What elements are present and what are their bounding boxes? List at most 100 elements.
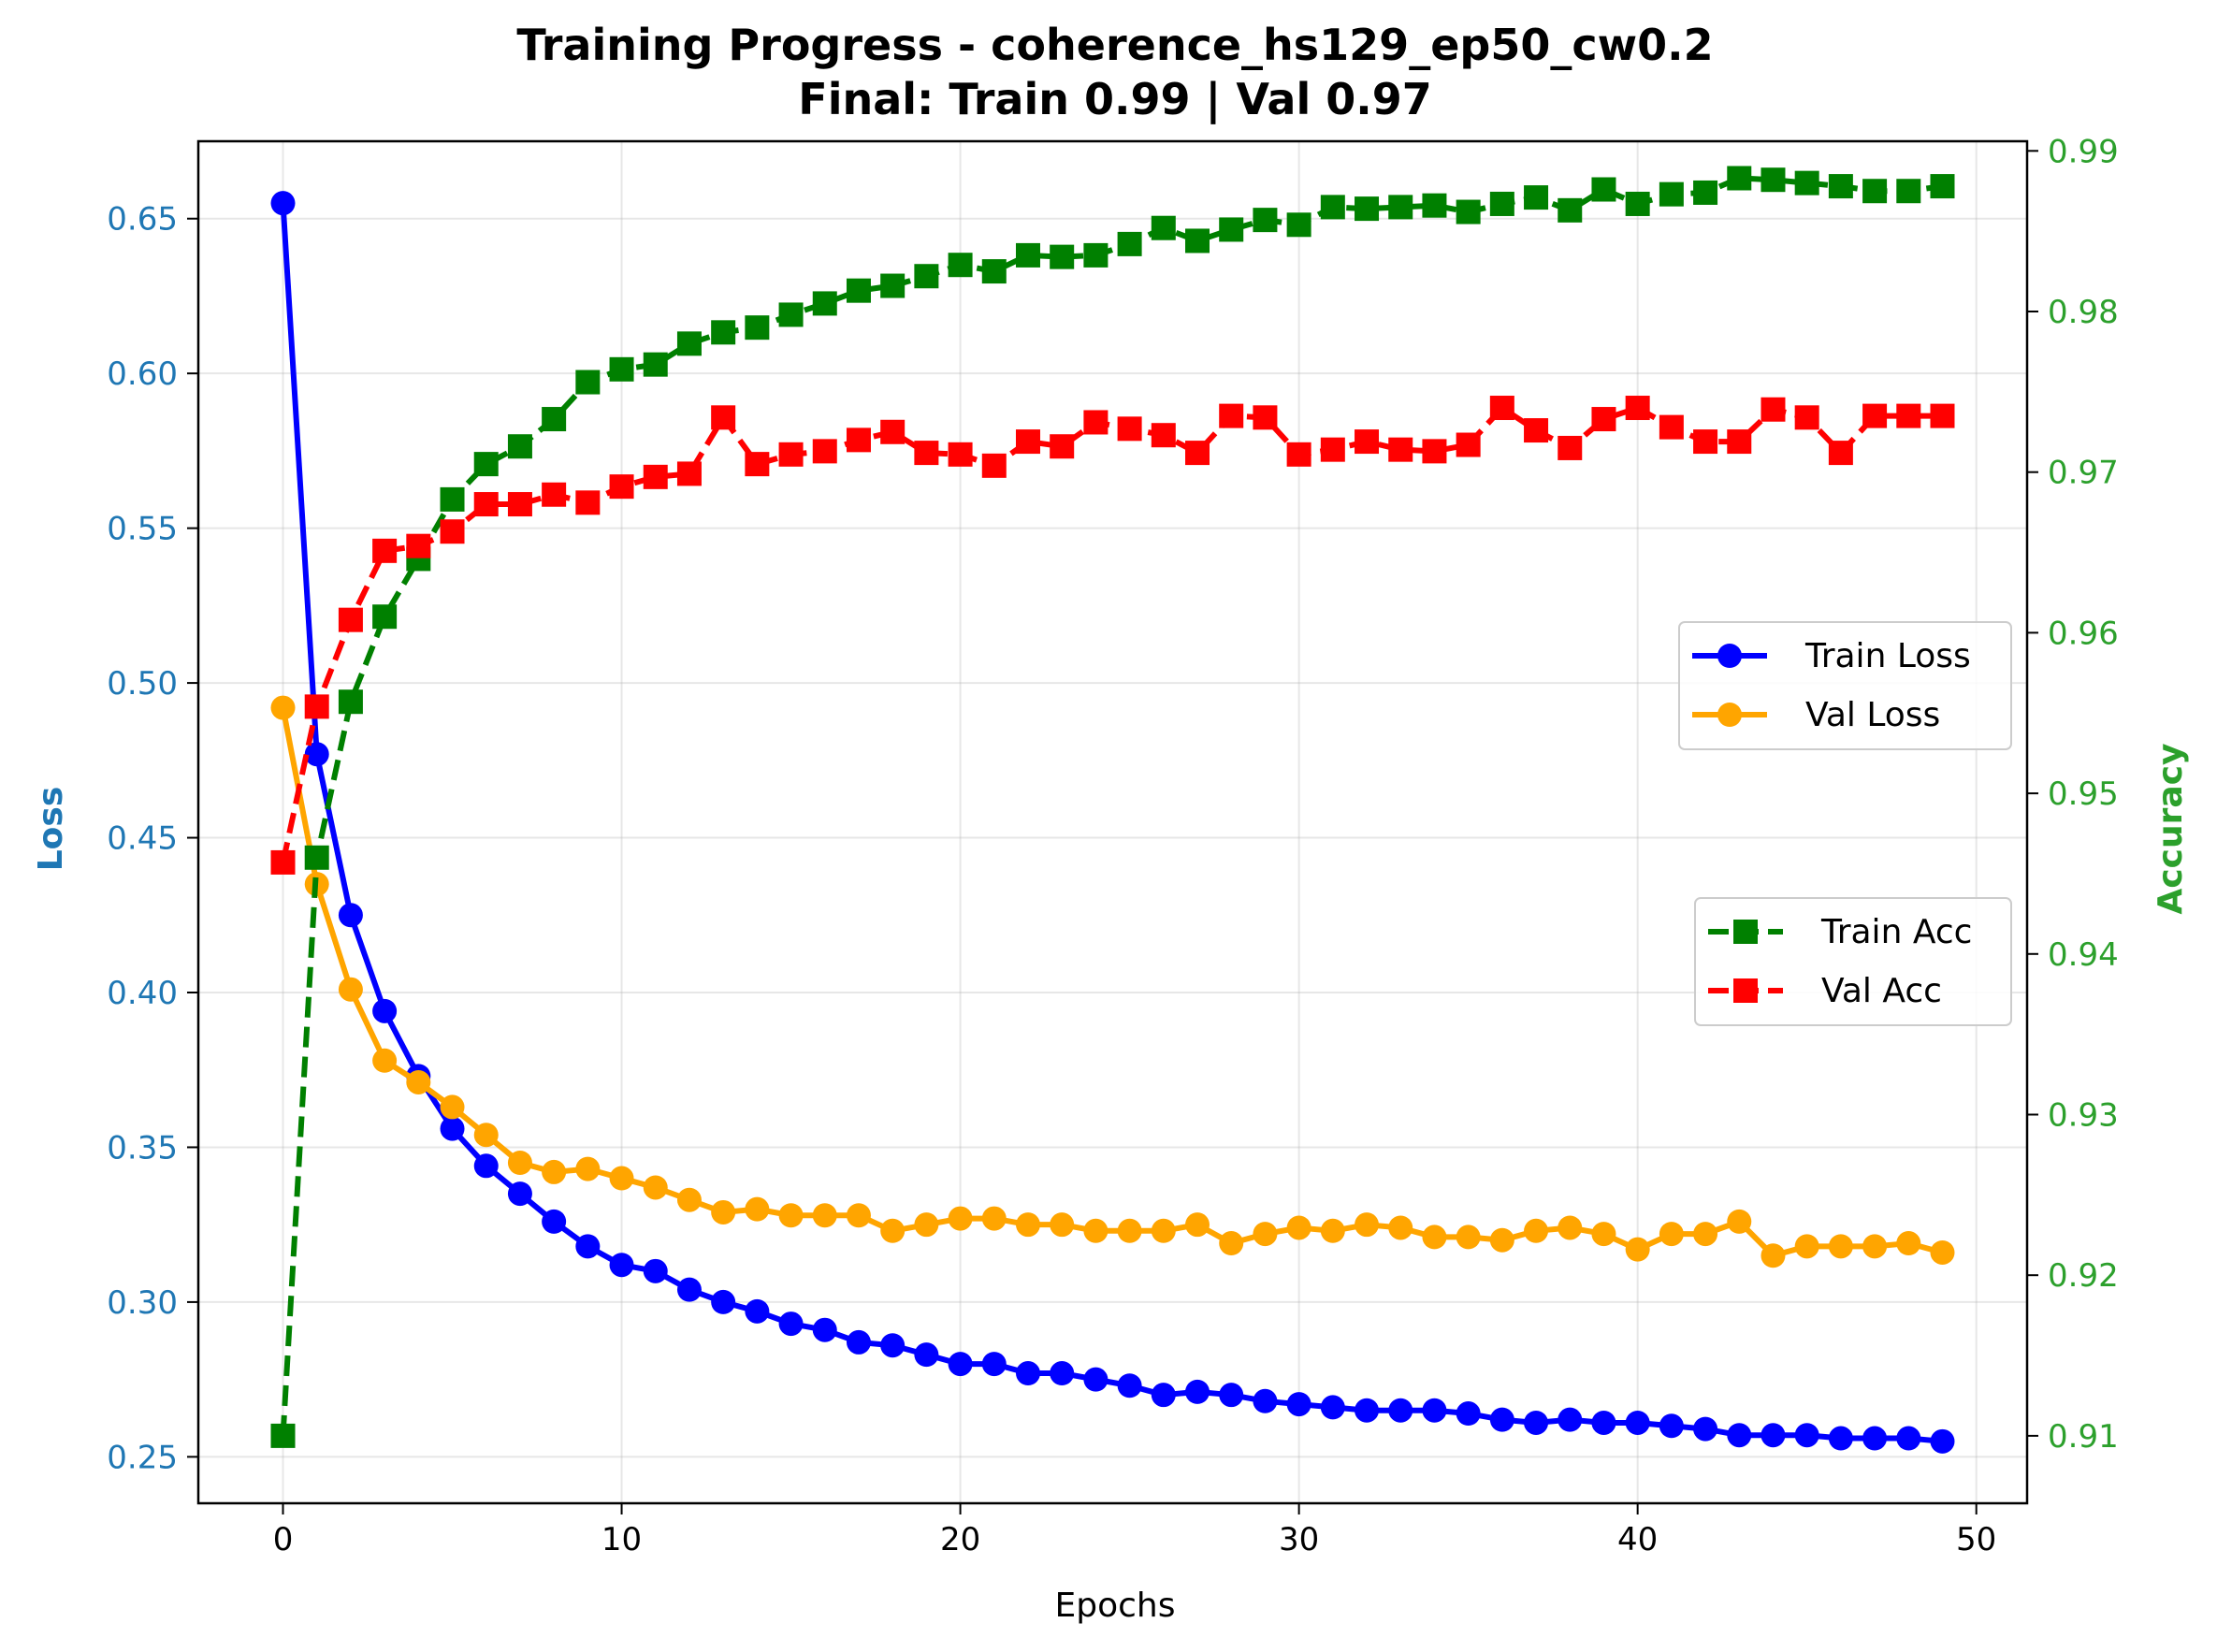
data-point	[473, 492, 499, 517]
legend-loss: Train Loss Val Loss	[1678, 621, 2012, 750]
data-point	[1862, 403, 1888, 428]
data-point	[270, 849, 296, 875]
data-point	[507, 492, 532, 517]
y-tick-label-right: 0.99	[2048, 133, 2119, 170]
data-point	[1117, 416, 1142, 442]
y-tick-label-right: 0.91	[2048, 1418, 2119, 1456]
data-point	[1693, 429, 1718, 455]
data-point	[1828, 441, 1853, 466]
data-point	[609, 1253, 634, 1278]
data-point	[676, 1187, 702, 1212]
data-point	[1151, 1218, 1176, 1243]
chart-title: Training Progress - coherence_hs129_ep50…	[516, 20, 1713, 70]
data-point	[1693, 1416, 1718, 1442]
data-point	[1185, 441, 1210, 466]
data-point	[1456, 1225, 1481, 1250]
data-point	[609, 474, 634, 500]
data-point	[1524, 185, 1549, 210]
y-tick-label-left: 0.65	[107, 201, 178, 239]
data-point	[1727, 1209, 1752, 1234]
data-point	[778, 442, 804, 467]
y-tick-label-left: 0.45	[107, 820, 178, 858]
data-point	[880, 1218, 906, 1243]
y-tick-label-right: 0.92	[2048, 1257, 2119, 1295]
data-point	[676, 331, 702, 356]
data-point	[575, 490, 601, 515]
data-point	[270, 191, 296, 216]
data-point	[575, 1156, 601, 1181]
data-point	[440, 1094, 465, 1120]
data-point	[1355, 196, 1380, 222]
data-point	[507, 1151, 532, 1175]
data-point	[1591, 177, 1616, 202]
data-point	[304, 742, 329, 767]
data-point	[542, 407, 567, 432]
data-point	[1659, 181, 1684, 207]
data-point	[1591, 407, 1616, 432]
legend-label-train-loss: Train Loss	[1804, 637, 1971, 675]
data-point	[406, 533, 431, 558]
data-point	[711, 1289, 736, 1314]
y-tick-label-right: 0.93	[2048, 1096, 2119, 1134]
x-tick-label: 10	[601, 1521, 642, 1558]
data-point	[880, 273, 906, 298]
data-point	[1388, 1398, 1413, 1423]
data-point	[372, 998, 398, 1023]
data-point	[1083, 410, 1108, 435]
data-point	[1794, 1234, 1819, 1259]
data-point	[1761, 397, 1786, 422]
data-point	[1524, 1410, 1549, 1435]
data-point	[880, 1333, 906, 1358]
data-point	[1761, 167, 1786, 193]
data-point	[1050, 1212, 1075, 1238]
data-point	[1050, 1361, 1075, 1386]
data-point	[440, 519, 465, 544]
data-point	[1693, 1222, 1718, 1247]
legend-label-train-acc: Train Acc	[1820, 913, 1972, 951]
y-tick-label-left: 0.55	[107, 511, 178, 548]
data-point	[948, 1352, 973, 1377]
data-point	[711, 405, 736, 430]
data-point	[1727, 166, 1752, 191]
data-point	[1862, 1234, 1888, 1259]
data-point	[1524, 418, 1549, 443]
x-tick-label: 50	[1956, 1521, 1996, 1558]
data-point	[609, 356, 634, 382]
data-point	[372, 538, 398, 563]
data-point	[745, 1298, 770, 1324]
legend-accuracy: Train Acc Val Acc	[1694, 897, 2012, 1026]
data-point	[1185, 228, 1210, 254]
y-tick-label-left: 0.35	[107, 1129, 178, 1167]
y-tick-label-left: 0.40	[107, 975, 178, 1012]
series-train-loss	[270, 191, 1955, 1454]
data-point	[914, 264, 939, 289]
data-point	[1253, 1222, 1278, 1247]
data-point	[372, 1048, 398, 1073]
data-point	[338, 977, 363, 1002]
data-point	[812, 1317, 837, 1342]
data-point	[1828, 174, 1853, 199]
data-point	[745, 1196, 770, 1222]
data-point	[676, 1277, 702, 1302]
data-point	[1489, 396, 1514, 421]
data-point	[440, 486, 465, 512]
data-point	[1489, 1407, 1514, 1432]
data-point	[948, 1206, 973, 1231]
data-point	[1422, 1398, 1447, 1423]
data-point	[1219, 1383, 1244, 1408]
data-point	[406, 1069, 431, 1094]
data-point	[1625, 1237, 1650, 1262]
data-point	[338, 903, 363, 928]
data-point	[914, 441, 939, 466]
y-tick-label-right: 0.96	[2048, 615, 2119, 652]
data-point	[1727, 1423, 1752, 1448]
x-tick-label: 40	[1617, 1521, 1658, 1558]
data-point	[1862, 179, 1888, 204]
data-point	[1558, 197, 1583, 223]
y-tick-label-right: 0.95	[2048, 775, 2119, 813]
data-point	[1015, 242, 1040, 268]
y-tick-label-left: 0.25	[107, 1439, 178, 1476]
data-point	[1151, 1383, 1176, 1408]
data-point	[1388, 1215, 1413, 1240]
